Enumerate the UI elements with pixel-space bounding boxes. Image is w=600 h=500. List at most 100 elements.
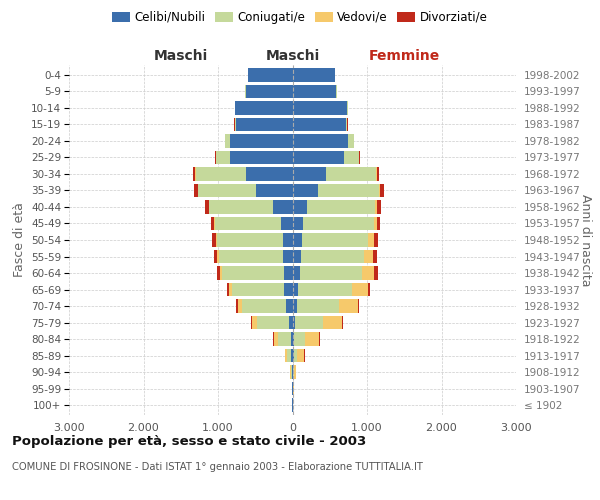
Bar <box>374 216 377 230</box>
Bar <box>235 101 293 114</box>
Bar <box>217 233 283 247</box>
Bar <box>217 250 220 264</box>
Bar <box>293 167 326 180</box>
Bar <box>211 216 214 230</box>
Bar <box>238 300 242 313</box>
Bar <box>368 233 374 247</box>
Bar <box>281 216 293 230</box>
Bar <box>292 349 293 362</box>
Bar <box>286 300 293 313</box>
Bar <box>293 332 294 346</box>
Bar <box>298 283 352 296</box>
Bar <box>293 150 344 164</box>
Bar <box>295 316 323 330</box>
Bar <box>293 300 296 313</box>
Bar <box>323 316 343 330</box>
Bar <box>290 332 293 346</box>
Bar <box>293 200 307 214</box>
Y-axis label: Anni di nascita: Anni di nascita <box>578 194 592 286</box>
Bar <box>230 150 293 164</box>
Bar <box>359 150 360 164</box>
Bar <box>236 300 238 313</box>
Bar <box>296 300 339 313</box>
Text: Maschi: Maschi <box>154 49 208 63</box>
Bar <box>374 266 377 280</box>
Bar <box>339 300 358 313</box>
Bar <box>293 316 295 330</box>
Bar <box>235 118 236 131</box>
Bar <box>377 216 380 230</box>
Bar <box>304 216 374 230</box>
Bar <box>220 266 223 280</box>
Bar <box>251 316 252 330</box>
Bar <box>293 349 294 362</box>
Bar <box>214 216 215 230</box>
Bar <box>293 250 301 264</box>
Bar <box>289 316 293 330</box>
Bar <box>290 366 292 379</box>
Bar <box>294 332 305 346</box>
Bar <box>301 250 364 264</box>
Bar <box>299 266 362 280</box>
Bar <box>293 283 298 296</box>
Text: Maschi: Maschi <box>265 48 320 62</box>
Bar <box>256 184 293 197</box>
Bar <box>215 233 217 247</box>
Bar <box>245 84 293 98</box>
Bar <box>293 184 318 197</box>
Bar <box>305 332 319 346</box>
Bar <box>293 68 335 82</box>
Bar <box>307 200 375 214</box>
Bar <box>285 349 287 362</box>
Text: COMUNE DI FROSINONE - Dati ISTAT 1° gennaio 2003 - Elaborazione TUTTITALIA.IT: COMUNE DI FROSINONE - Dati ISTAT 1° genn… <box>12 462 423 472</box>
Bar <box>220 250 283 264</box>
Bar <box>223 266 284 280</box>
Bar <box>293 266 299 280</box>
Bar <box>242 300 286 313</box>
Bar <box>225 134 230 147</box>
Bar <box>293 101 347 114</box>
Legend: Celibi/Nubili, Coniugati/e, Vedovi/e, Divorziati/e: Celibi/Nubili, Coniugati/e, Vedovi/e, Di… <box>112 11 488 24</box>
Bar <box>229 283 232 296</box>
Bar <box>230 134 293 147</box>
Bar <box>364 250 373 264</box>
Bar <box>293 216 304 230</box>
Bar <box>377 200 381 214</box>
Bar <box>257 316 289 330</box>
Bar <box>344 150 359 164</box>
Bar <box>287 349 292 362</box>
Bar <box>215 216 281 230</box>
Bar <box>232 283 284 296</box>
Bar <box>193 167 196 180</box>
Bar <box>252 316 257 330</box>
Bar <box>293 366 294 379</box>
Bar <box>379 184 380 197</box>
Text: Popolazione per età, sesso e stato civile - 2003: Popolazione per età, sesso e stato civil… <box>12 435 366 448</box>
Bar <box>196 167 247 180</box>
Bar <box>283 250 293 264</box>
Bar <box>358 300 359 313</box>
Bar <box>377 167 379 180</box>
Bar <box>227 283 229 296</box>
Bar <box>284 266 293 280</box>
Bar <box>302 233 368 247</box>
Bar <box>293 134 348 147</box>
Bar <box>297 349 304 362</box>
Bar <box>284 283 293 296</box>
Bar <box>205 200 209 214</box>
Bar <box>346 118 347 131</box>
Bar <box>326 167 376 180</box>
Bar <box>198 184 256 197</box>
Bar <box>248 68 293 82</box>
Bar <box>273 200 293 214</box>
Bar <box>278 332 290 346</box>
Text: Femmine: Femmine <box>368 49 440 63</box>
Bar <box>294 366 296 379</box>
Bar <box>294 349 297 362</box>
Y-axis label: Fasce di età: Fasce di età <box>13 202 26 278</box>
Bar <box>352 283 368 296</box>
Bar <box>283 233 293 247</box>
Bar <box>247 167 293 180</box>
Bar <box>374 233 379 247</box>
Bar <box>362 266 374 280</box>
